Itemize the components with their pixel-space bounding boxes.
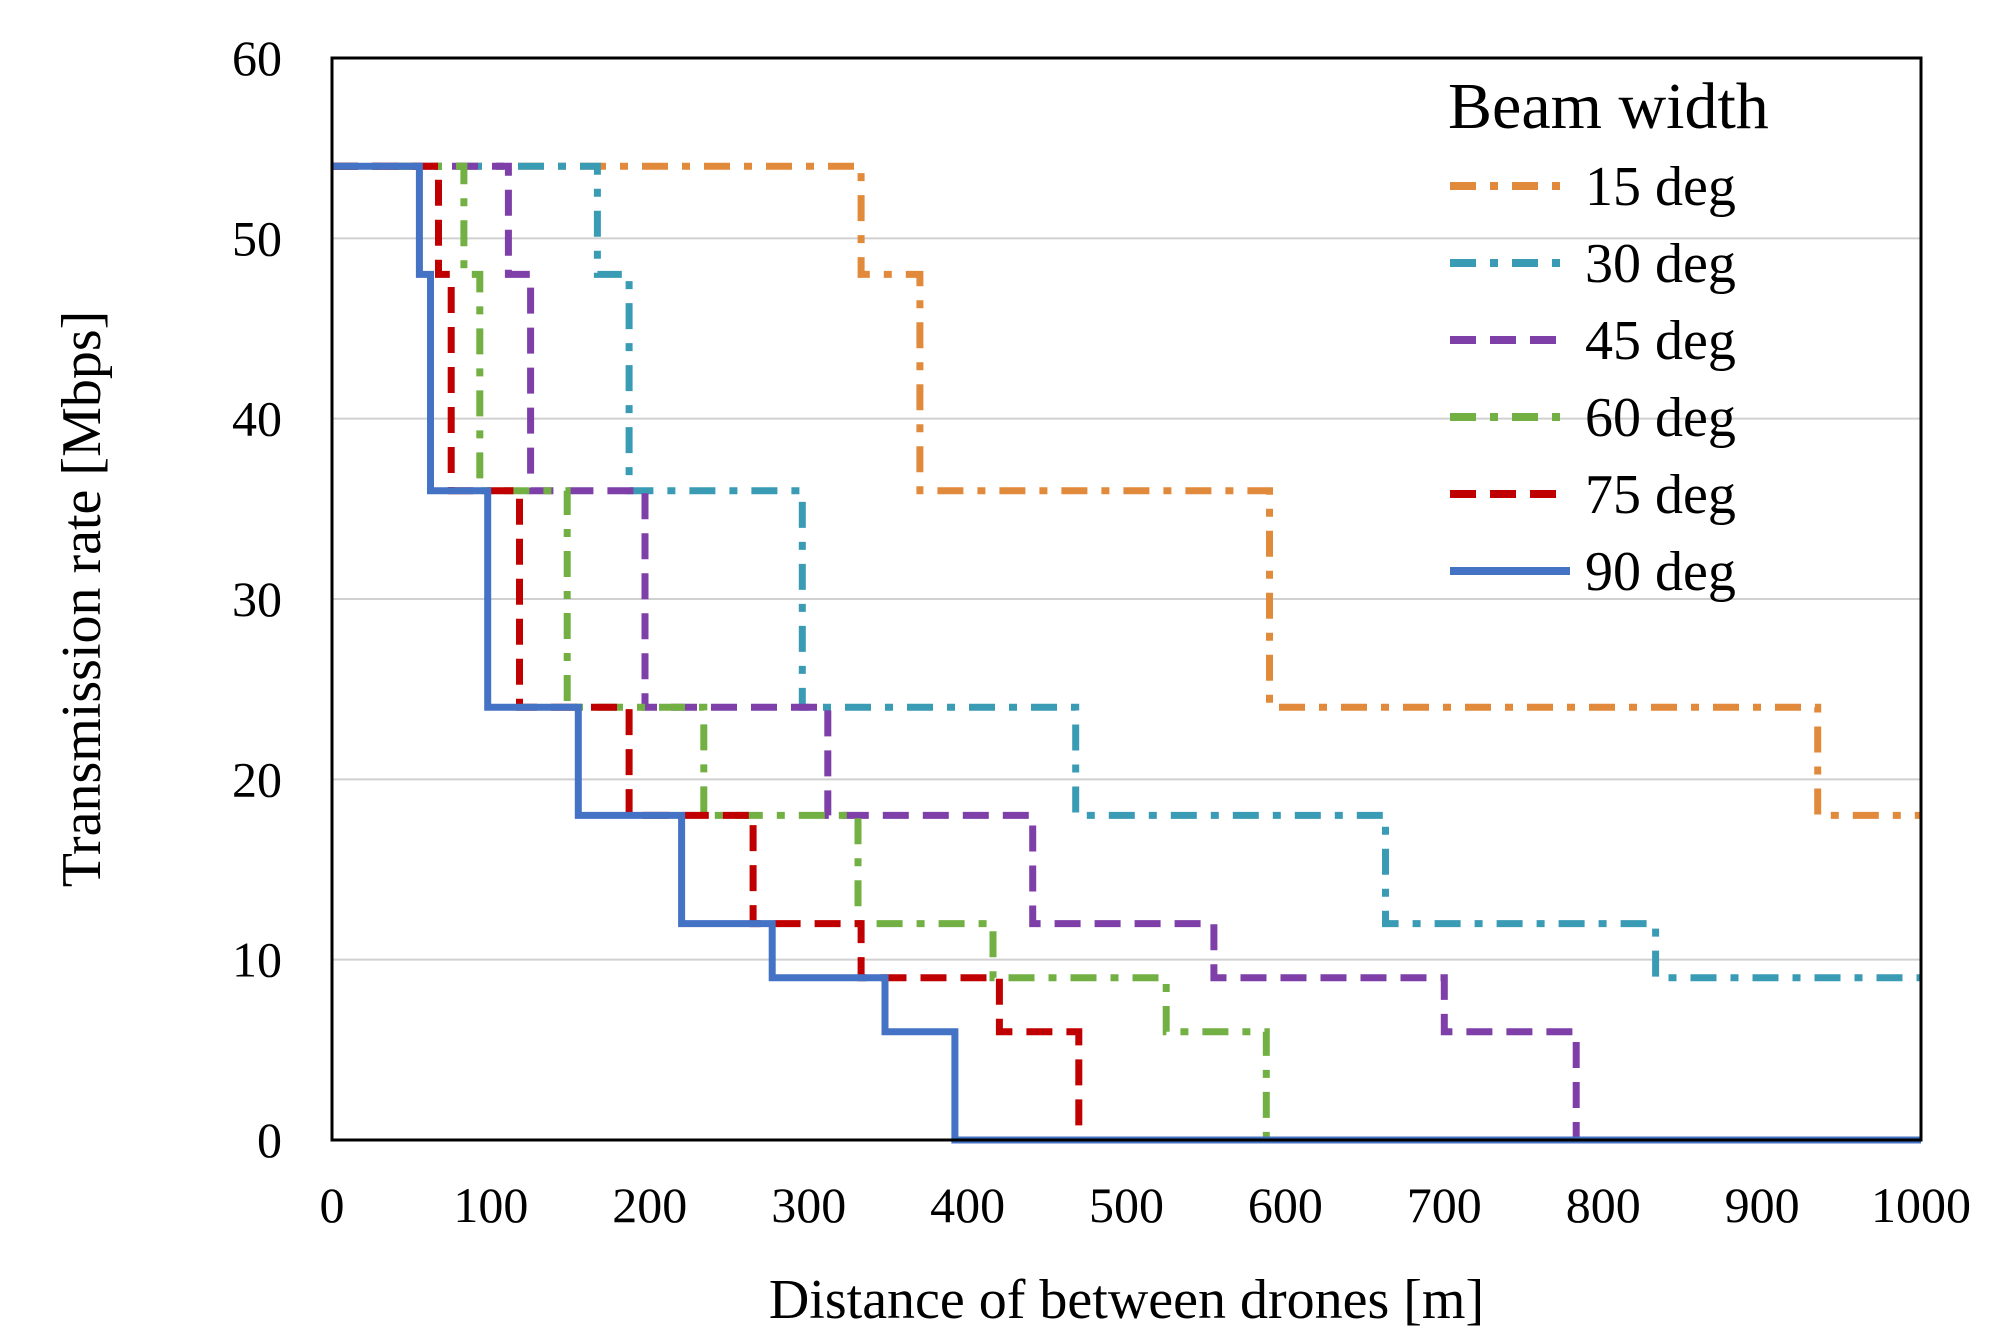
x-tick-label: 300 (771, 1177, 846, 1233)
legend-label: 15 deg (1585, 156, 1736, 218)
y-tick-label: 40 (232, 391, 282, 447)
series-line-60-deg (332, 162, 1921, 1144)
y-tick-label: 0 (257, 1112, 282, 1168)
legend: Beam width 15 deg 30 deg 45 deg 60 deg 75 de… (1448, 70, 1769, 603)
y-axis-title: Transmission rate [Mbps] (51, 311, 113, 888)
series-line-30-deg (332, 162, 1921, 982)
y-tick-label: 30 (232, 571, 282, 627)
x-tick-label: 700 (1407, 1177, 1482, 1233)
legend-label: 90 deg (1585, 541, 1736, 603)
x-tick-label: 1000 (1871, 1177, 1971, 1233)
legend-label: 45 deg (1585, 310, 1736, 372)
x-tick-label: 900 (1725, 1177, 1800, 1233)
legend-label: 30 deg (1585, 233, 1736, 295)
y-tick-label: 10 (232, 932, 282, 988)
x-tick-label: 600 (1248, 1177, 1323, 1233)
legend-label: 75 deg (1585, 464, 1736, 526)
x-tick-label: 0 (320, 1177, 345, 1233)
series-line-45-deg (332, 162, 1921, 1144)
series-line-15-deg (332, 162, 1921, 819)
y-tick-label: 50 (232, 210, 282, 266)
y-tick-label: 20 (232, 751, 282, 807)
series-line-90-deg (332, 162, 1921, 1144)
x-axis-title: Distance of between drones [m] (769, 1269, 1484, 1331)
x-tick-label: 800 (1566, 1177, 1641, 1233)
plot-area-frame (330, 56, 1923, 1142)
x-tick-label: 500 (1089, 1177, 1164, 1233)
legend-label: 60 deg (1585, 387, 1736, 449)
x-tick-label: 100 (453, 1177, 528, 1233)
x-tick-label: 400 (930, 1177, 1005, 1233)
legend-title: Beam width (1448, 70, 1769, 143)
series-line-75-deg (332, 162, 1921, 1144)
series-lines (332, 162, 1921, 1144)
y-tick-label: 60 (232, 30, 282, 86)
x-tick-label: 200 (612, 1177, 687, 1233)
